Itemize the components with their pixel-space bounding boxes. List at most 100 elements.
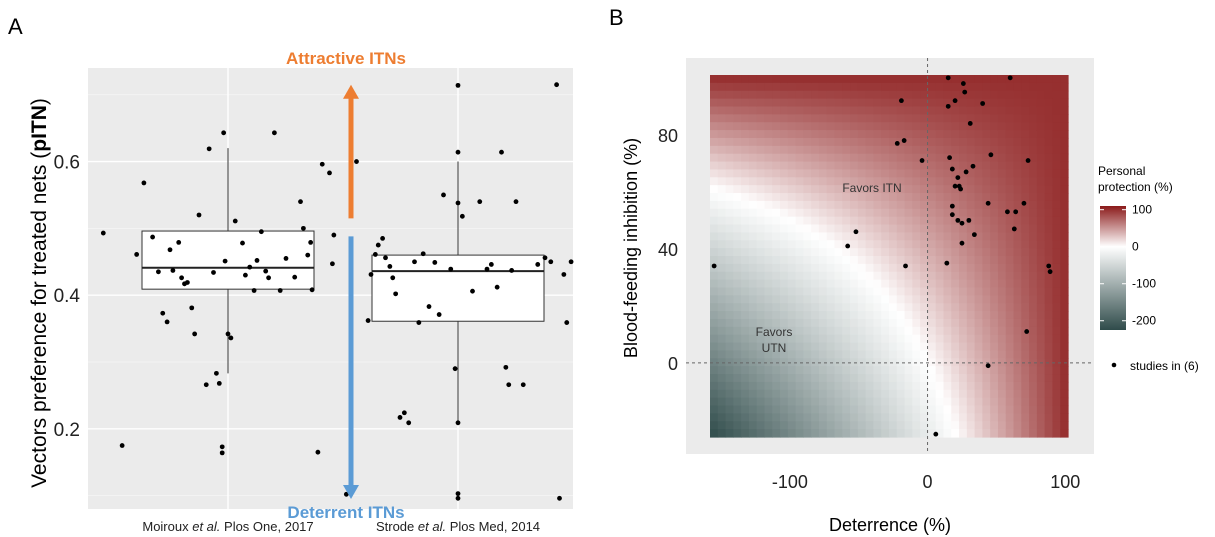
heatmap-cell [951, 429, 960, 438]
heatmap-cell [772, 421, 781, 430]
heatmap-cell [733, 98, 742, 108]
heatmap-cell [881, 374, 890, 383]
heatmap-cell [997, 82, 1007, 92]
heatmap-cell [1029, 405, 1038, 414]
heatmap-cell [1029, 75, 1038, 84]
heatmap-cell [873, 98, 882, 108]
heatmap-cell [780, 334, 789, 344]
heatmap-cell [733, 122, 742, 131]
heatmap-cell [1060, 169, 1069, 178]
heatmap-cell [912, 334, 921, 344]
heatmap-cell [1036, 208, 1046, 218]
heatmap-cell [725, 161, 734, 171]
heatmap-cell [873, 232, 882, 241]
heatmap-cell [927, 429, 937, 438]
heatmap-cell [959, 303, 968, 312]
heatmap-cell [1052, 169, 1061, 178]
heatmap-cell [982, 271, 991, 281]
heatmap-cell [803, 326, 812, 336]
heatmap-cell [733, 177, 742, 186]
heatmap-cell [1013, 232, 1022, 241]
heatmap-cell [756, 397, 766, 407]
heatmap-cell [951, 114, 960, 123]
heatmap-cell [966, 413, 976, 422]
heatmap-cell [857, 208, 867, 218]
heatmap-cell [780, 271, 789, 281]
heatmap-cell [811, 208, 820, 218]
heatmap-cell [803, 75, 812, 84]
heatmap-cell [842, 358, 851, 367]
heatmap-cell [826, 326, 836, 336]
heatmap-cell [1036, 130, 1046, 139]
data-point [277, 288, 283, 293]
heatmap-cell [927, 145, 937, 155]
heatmap-cell [780, 177, 789, 186]
heatmap-cell [881, 256, 890, 265]
data-point [150, 234, 156, 240]
heatmap-cell [1060, 200, 1069, 210]
heatmap-cell [1021, 216, 1030, 226]
heatmap-cell [818, 153, 828, 163]
heatmap-cell [943, 185, 952, 194]
heatmap-cell [857, 287, 867, 296]
heatmap-cell [834, 374, 843, 383]
heatmap-cell [834, 311, 843, 320]
heatmap-cell [912, 256, 921, 265]
heatmap-cell [811, 240, 820, 249]
heatmap-cell [881, 185, 890, 194]
heatmap-cell [834, 256, 843, 265]
data-point [513, 199, 519, 205]
heatmap-cell [873, 153, 882, 163]
heatmap-cell [748, 334, 758, 344]
heatmap-cell [959, 342, 968, 352]
heatmap-cell [818, 256, 828, 265]
heatmap-cell [787, 137, 797, 147]
heatmap-cell [795, 381, 804, 391]
heatmap-cell [974, 342, 983, 352]
heatmap-cell [741, 177, 750, 186]
heatmap-cell [951, 185, 960, 194]
heatmap-cell [889, 216, 898, 226]
heatmap-cell [912, 366, 921, 375]
heatmap-cell [803, 318, 812, 328]
study-point [919, 158, 925, 163]
heatmap-cell [927, 295, 937, 304]
heatmap-cell [842, 381, 851, 391]
heatmap-cell [717, 311, 727, 320]
heatmap-cell [959, 397, 968, 407]
heatmap-cell [959, 75, 968, 84]
heatmap-cell [834, 429, 843, 438]
heatmap-cell [1036, 240, 1046, 249]
heatmap-cell [951, 374, 960, 383]
heatmap-cell [787, 405, 797, 414]
heatmap-cell [834, 326, 843, 336]
heatmap-cell [943, 90, 952, 100]
heatmap-cell [873, 263, 882, 273]
heatmap-cell [1052, 413, 1061, 422]
heatmap-cell [1036, 405, 1046, 414]
heatmap-cell [1060, 208, 1069, 218]
heatmap-cell [943, 224, 952, 233]
heatmap-cell [982, 90, 991, 100]
heatmap-cell [912, 397, 921, 407]
heatmap-cell [748, 287, 758, 296]
heatmap-cell [1013, 256, 1022, 265]
heatmap-cell [756, 82, 766, 92]
heatmap-cell [780, 350, 789, 359]
heatmap-cell [951, 232, 960, 241]
heatmap-cell [842, 208, 851, 218]
heatmap-cell [803, 413, 812, 422]
heatmap-cell [966, 256, 976, 265]
heatmap-cell [966, 106, 976, 115]
panel-a-letter: A [8, 14, 23, 39]
heatmap-cell [834, 169, 843, 178]
heatmap-cell [826, 389, 836, 399]
heatmap-cell [842, 334, 851, 344]
heatmap-cell [927, 311, 937, 320]
heatmap-cell [787, 122, 797, 131]
heatmap-cell [1052, 232, 1061, 241]
heatmap-cell [803, 90, 812, 100]
heatmap-cell [764, 82, 773, 92]
heatmap-cell [1005, 358, 1015, 367]
heatmap-cell [935, 413, 945, 422]
